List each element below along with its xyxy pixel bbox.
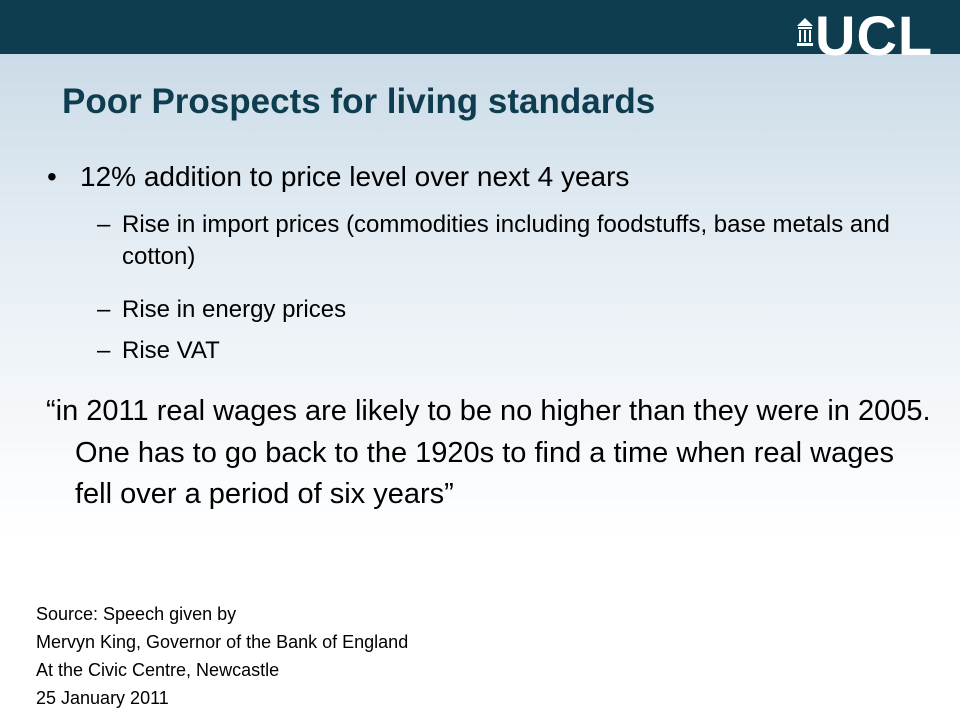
- slide-title: Poor Prospects for living standards: [62, 82, 656, 121]
- sub-bullet-dash: –: [97, 337, 111, 364]
- sub-item-import-prices: Rise in import prices (commodities inclu…: [122, 211, 890, 270]
- header-bar: UCL: [0, 0, 960, 66]
- sub-item-vat: Rise VAT: [122, 337, 220, 364]
- bullet-glyph: •: [47, 161, 57, 192]
- ucl-logo: UCL: [797, 6, 947, 66]
- source-line: Source: Speech given by: [36, 604, 237, 624]
- ucl-logo-text: UCL: [815, 4, 934, 67]
- sub-bullet-dash: –: [97, 296, 111, 323]
- quote-text: “in 2011 real wages are likely to be no …: [46, 395, 931, 510]
- source-citation: Source: Speech given by Mervyn King, Gov…: [36, 600, 408, 712]
- source-line: Mervyn King, Governor of the Bank of Eng…: [36, 632, 409, 652]
- source-line: 25 January 2011: [36, 688, 169, 708]
- ucl-portico-icon: [797, 18, 813, 46]
- source-line: At the Civic Centre, Newcastle: [36, 660, 280, 680]
- main-bullet: 12% addition to price level over next 4 …: [80, 161, 630, 192]
- sub-item-energy-prices: Rise in energy prices: [122, 296, 347, 323]
- sub-bullet-dash: –: [97, 211, 111, 238]
